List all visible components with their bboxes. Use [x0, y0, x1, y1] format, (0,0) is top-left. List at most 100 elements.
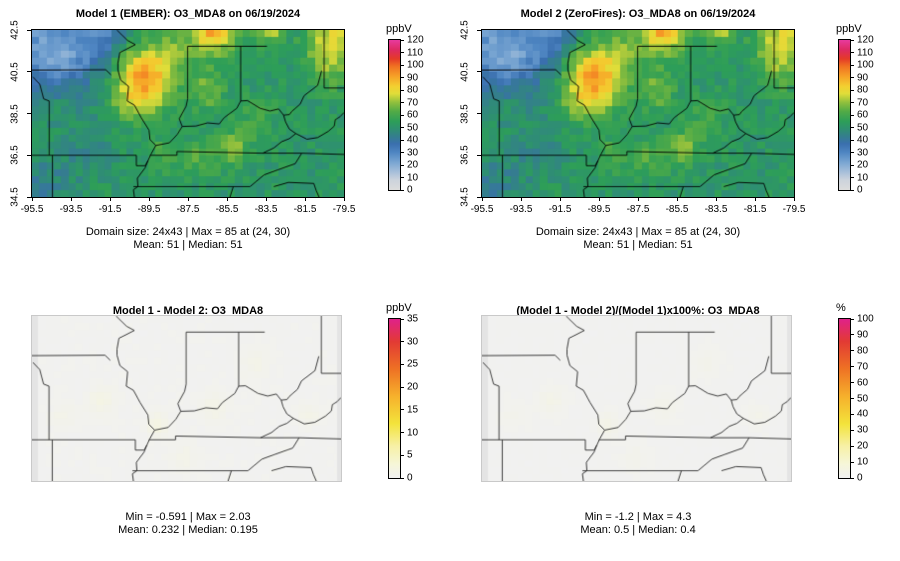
- panel-difference: Model 1 - Model 2: O3_MDA8 ppbV 0 5 10 15 20…: [0, 282, 450, 560]
- x-axis-tick-label: -89.5: [137, 204, 161, 215]
- x-axis-tick-label: -93.5: [59, 204, 83, 215]
- x-axis-tick: [598, 197, 600, 201]
- y-axis-tick-label: 40.5: [459, 62, 471, 82]
- y-axis-tick: [477, 71, 481, 73]
- colorbar-tick: [400, 139, 404, 141]
- colorbar-tick-label: 0: [857, 472, 863, 484]
- colorbar-unit-label: %: [836, 302, 846, 314]
- colorbar-tick: [850, 429, 854, 431]
- colorbar-tick: [400, 102, 404, 103]
- colorbar-tick-label: 10: [407, 427, 419, 439]
- panel-model2: Model 2 (ZeroFires): O3_MDA8 on 06/19/20…: [450, 2, 900, 280]
- y-axis-tick: [27, 29, 31, 31]
- caption-line1: Min = -0.591 | Max = 2.03: [125, 511, 251, 523]
- y-axis-tick-label: 38.5: [459, 103, 471, 124]
- colorbar-tick-label: 10: [857, 172, 869, 183]
- x-axis-tick: [187, 197, 189, 201]
- colorbar-tick-label: 20: [857, 440, 869, 452]
- colorbar-tick-label: 5: [407, 449, 413, 461]
- colorbar-tick: [850, 318, 854, 320]
- colorbar-tick: [400, 77, 404, 78]
- x-axis-tick: [31, 197, 33, 201]
- colorbar-tick: [400, 39, 404, 41]
- x-axis-tick: [226, 197, 228, 201]
- y-axis-tick: [477, 196, 481, 198]
- y-axis-tick: [27, 154, 31, 156]
- x-axis-tick: [520, 197, 522, 201]
- x-axis-tick-label: -87.5: [176, 204, 200, 215]
- panel-title-difference: Model 1 - Model 2: O3_MDA8: [112, 305, 264, 317]
- colorbar-tick: [400, 177, 404, 179]
- y-axis-tick: [27, 113, 31, 114]
- x-axis-tick-label: -81.5: [293, 204, 317, 215]
- colorbar-tick-label: 70: [857, 361, 869, 373]
- map-model1: 42.5 40.5 38.5 36.5 34.5 -95.5 -93.5 -91.5 -89.5…: [10, 20, 356, 215]
- colorbar-tick: [850, 398, 854, 399]
- colorbar-tick: [850, 461, 854, 463]
- colorbar-tick-label: 35: [407, 313, 419, 325]
- heatmap-canvas-percent-difference: [482, 316, 791, 481]
- colorbar-tick: [850, 152, 854, 153]
- y-axis-tick-label: 42.5: [9, 20, 21, 40]
- colorbar-tick-label: 120: [857, 34, 874, 46]
- colorbar-tick-label: 100: [857, 313, 874, 325]
- colorbar-tick: [850, 177, 854, 179]
- colorbar-tick: [400, 127, 404, 128]
- caption-line1: Domain size: 24x43 | Max = 85 at (24, 30…: [85, 226, 291, 238]
- colorbar-tick: [850, 39, 854, 41]
- colorbar-difference: ppbV 0 5 10 15 20 25 30 35: [386, 302, 418, 484]
- colorbar-tick: [850, 52, 854, 53]
- caption-line1: Domain size: 24x43 | Max = 85 at (24, 30…: [535, 226, 741, 238]
- x-axis-tick: [265, 197, 267, 201]
- y-axis-tick-label: 36.5: [459, 145, 471, 165]
- colorbar-tick: [400, 89, 404, 91]
- y-axis-tick: [27, 71, 31, 73]
- x-axis-tick-label: -85.5: [215, 204, 239, 215]
- colorbar-tick-label: 0: [407, 472, 413, 484]
- x-axis-tick-label: -87.5: [626, 204, 650, 215]
- colorbar-tick-label: 15: [407, 404, 419, 416]
- colorbar-tick-label: 50: [407, 122, 419, 133]
- colorbar-tick: [850, 334, 854, 336]
- colorbar-tick-label: 20: [407, 381, 419, 393]
- colorbar-tick: [850, 382, 854, 384]
- colorbar-tick: [850, 350, 854, 352]
- x-axis-tick: [754, 197, 756, 201]
- y-axis-tick-label: 40.5: [9, 62, 21, 82]
- colorbar-tick: [850, 77, 854, 78]
- colorbar-tick-label: 60: [407, 109, 419, 121]
- x-axis-tick: [793, 197, 795, 201]
- x-axis-tick-label: -95.5: [470, 204, 494, 215]
- y-axis-tick: [27, 196, 31, 198]
- colorbar-tick-label: 90: [407, 72, 419, 83]
- colorbar-tick: [400, 114, 404, 116]
- colorbar-tick-label: 50: [857, 393, 869, 404]
- colorbar-tick-label: 60: [857, 377, 869, 389]
- colorbar-tick: [400, 164, 404, 166]
- x-axis-tick: [676, 197, 678, 201]
- colorbar-tick: [850, 114, 854, 116]
- panel-caption-percent-difference: Min = -1.2 | Max = 4.3 Mean: 0.5 | Media…: [450, 511, 826, 537]
- colorbar-tick-label: 40: [857, 134, 869, 146]
- colorbar-tick: [400, 409, 404, 411]
- colorbar-tick: [850, 164, 854, 166]
- colorbar-tick: [400, 432, 404, 434]
- colorbar-tick-label: 30: [857, 147, 869, 158]
- colorbar-tick-label: 100: [857, 59, 874, 71]
- caption-line2: Mean: 51 | Median: 51: [133, 239, 243, 251]
- panel-caption-model1: Domain size: 24x43 | Max = 85 at (24, 30…: [0, 226, 376, 252]
- x-axis-tick: [715, 197, 717, 201]
- x-axis-tick-label: -91.5: [548, 204, 572, 215]
- caption-line2: Mean: 0.5 | Median: 0.4: [580, 524, 696, 536]
- x-axis-tick-label: -83.5: [254, 204, 278, 215]
- colorbar-tick-label: 30: [857, 424, 869, 436]
- panel-title-model1: Model 1 (EMBER): O3_MDA8 on 06/19/2024: [75, 8, 301, 20]
- colorbar-tick-label: 30: [407, 336, 419, 348]
- caption-line2: Mean: 51 | Median: 51: [583, 239, 693, 251]
- panel-caption-model2: Domain size: 24x43 | Max = 85 at (24, 30…: [450, 226, 826, 252]
- colorbar-tick-label: 20: [857, 159, 869, 171]
- colorbar-tick-label: 10: [407, 172, 419, 183]
- colorbar-tick: [850, 64, 854, 66]
- y-axis-tick-label: 34.5: [459, 187, 471, 207]
